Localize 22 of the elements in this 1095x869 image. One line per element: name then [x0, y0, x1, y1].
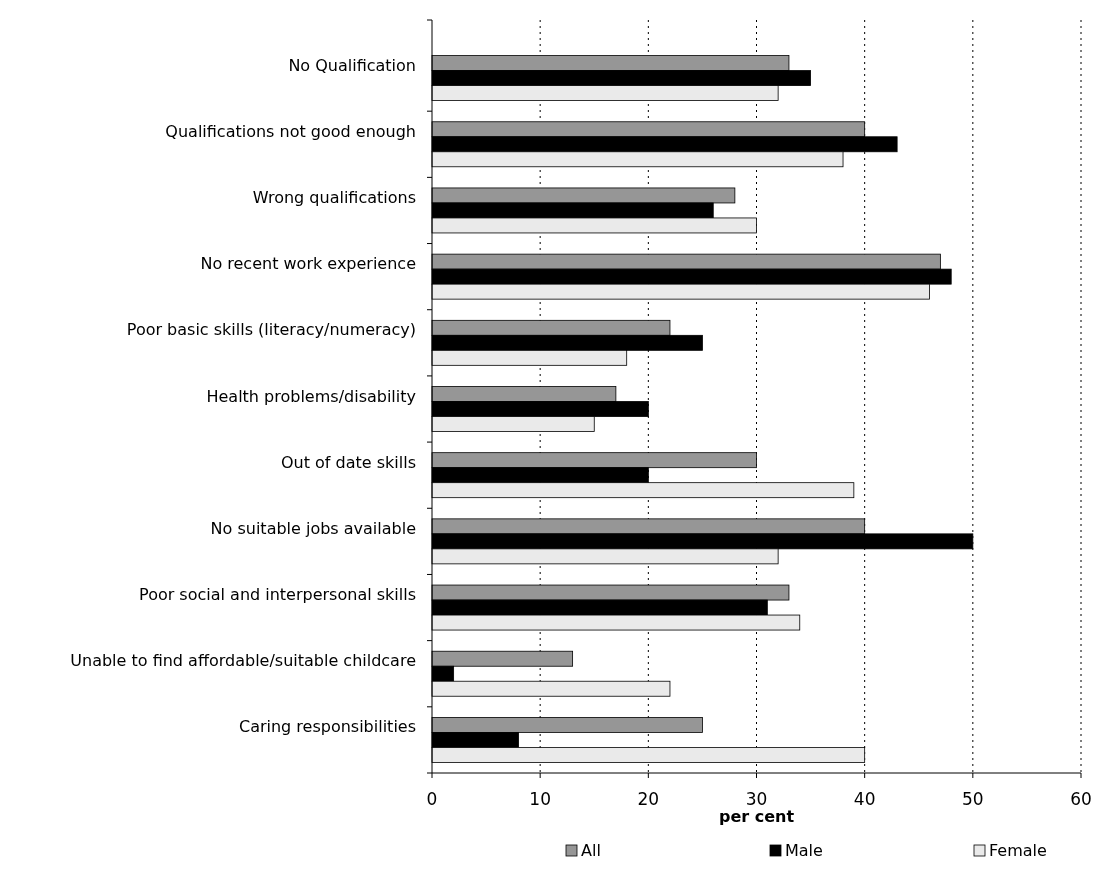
y-tick-label: No suitable jobs available [210, 518, 416, 538]
x-tick-label: 60 [1070, 789, 1092, 809]
x-tick-label: 0 [426, 789, 438, 809]
y-tick-label: Health problems/disability [206, 386, 416, 406]
y-tick-label: Unable to find affordable/suitable childcare [70, 651, 416, 671]
legend-label: All [581, 841, 601, 860]
legend-label: Male [785, 841, 823, 860]
y-tick-label: Poor social and interpersonal skills [139, 585, 416, 605]
y-tick-label: Caring responsibilities [238, 717, 416, 737]
x-tick-label: 40 [853, 789, 876, 809]
y-tick-label: Poor basic skills (literacy/numeracy) [126, 320, 416, 340]
x-tick-label: 20 [637, 789, 660, 809]
y-tick-label: No Qualification [288, 55, 416, 75]
y-tick-label: Qualifications not good enough [165, 121, 416, 141]
y-tick-label: No recent work experience [200, 254, 416, 274]
legend-label: Female [989, 841, 1047, 860]
y-tick-label: Out of date skills [280, 452, 416, 472]
y-tick-label: Wrong qualifications [252, 187, 416, 207]
x-tick-label: 50 [962, 789, 984, 809]
x-axis-title: per cent [718, 807, 795, 826]
x-tick-label: 10 [529, 789, 551, 809]
x-tick-label: 30 [745, 789, 768, 809]
